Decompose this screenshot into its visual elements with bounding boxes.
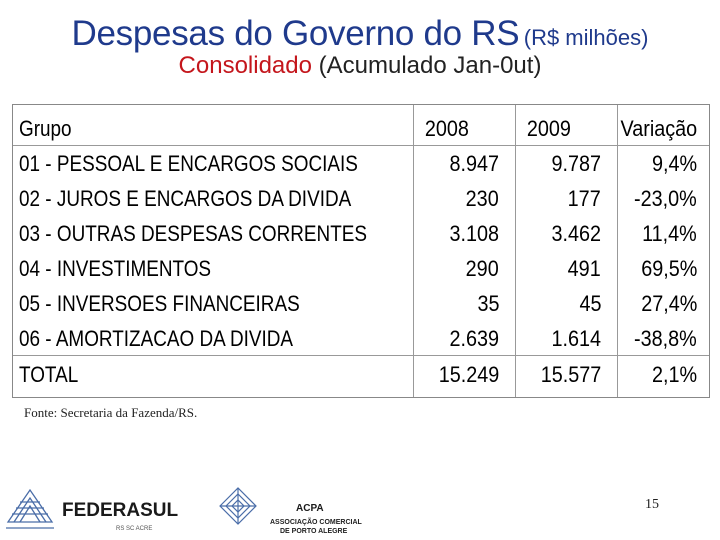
table-header-row: Grupo 2008 2009 Variação [13,111,709,146]
row-grupo: 04 - INVESTIMENTOS [19,256,212,281]
page-number: 15 [645,497,659,512]
row-variacao: 11,4% [642,221,697,246]
table-row: 04 - INVESTIMENTOS 290 491 69,5% [13,251,709,286]
acpa-line1: ASSOCIAÇÃO COMERCIAL [270,517,363,526]
title-unit: (R$ milhões) [523,25,649,50]
page-subtitle: Consolidado (Acumulado Jan-0ut) [0,52,720,80]
acpa-logo: ACPA ASSOCIAÇÃO COMERCIAL DE PORTO ALEGR… [219,487,363,535]
header-2008: 2008 [424,116,469,141]
table-row: 05 - INVERSOES FINANCEIRAS 35 45 27,4% [13,286,709,321]
total-divider [13,355,709,356]
row-variacao: 69,5% [640,256,697,281]
row-variacao: 9,4% [651,151,697,176]
table-row: 03 - OUTRAS DESPESAS CORRENTES 3.108 3.4… [13,216,709,251]
row-2009: 177 [567,186,601,211]
acpa-line2: DE PORTO ALEGRE [280,528,348,535]
federasul-logo: FEDERASUL RS SC ACRE [6,488,179,532]
column-divider [413,105,414,397]
row-grupo: 06 - AMORTIZACAO DA DIVIDA [19,326,294,351]
table-row: 01 - PESSOAL E ENCARGOS SOCIAIS 8.947 9.… [13,146,709,181]
subtitle-period: (Acumulado Jan-0ut) [318,52,542,79]
row-2009: 45 [578,291,601,316]
column-divider [515,105,516,397]
row-variacao: -23,0% [634,186,697,211]
total-2009: 15.577 [540,362,601,387]
row-2009: 9.787 [551,151,601,176]
header-variacao: Variação [620,116,697,141]
row-2008: 230 [465,186,499,211]
header-divider [13,145,709,146]
header-2009: 2009 [526,116,571,141]
subtitle-highlight: Consolidado [178,52,312,79]
federasul-emblem-icon [6,488,54,529]
table-row: 02 - JUROS E ENCARGOS DA DIVIDA 230 177 … [13,181,709,216]
expenses-table: Grupo 2008 2009 Variação 01 - PESSOAL E … [12,104,710,398]
total-label: TOTAL [19,362,79,387]
total-variacao: 2,1% [651,362,697,387]
row-grupo: 02 - JUROS E ENCARGOS DA DIVIDA [19,186,352,211]
row-2008: 8.947 [449,151,499,176]
source-note: Fonte: Secretaria da Fazenda/RS. [24,405,198,420]
federasul-tagline: RS SC ACRE [116,526,152,532]
row-2009: 1.614 [551,326,601,351]
total-2008: 15.249 [438,362,499,387]
row-2008: 290 [465,256,499,281]
acpa-emblem-icon [219,487,257,525]
row-2008: 2.639 [449,326,499,351]
title-main: Despesas do Governo do RS [71,14,520,53]
row-variacao: -38,8% [634,326,697,351]
header-grupo: Grupo [19,116,72,141]
table-row: 06 - AMORTIZACAO DA DIVIDA 2.639 1.614 -… [13,321,709,356]
acpa-name: ACPA [296,503,324,514]
row-2008: 3.108 [449,221,499,246]
row-grupo: 03 - OUTRAS DESPESAS CORRENTES [19,221,368,246]
table-total-row: TOTAL 15.249 15.577 2,1% [13,357,709,392]
column-divider [617,105,618,397]
row-2008: 35 [476,291,499,316]
row-2009: 491 [567,256,601,281]
row-grupo: 05 - INVERSOES FINANCEIRAS [19,291,300,316]
row-variacao: 27,4% [640,291,697,316]
page-title: Despesas do Governo do RS (R$ milhões) [0,14,720,54]
row-2009: 3.462 [551,221,601,246]
row-grupo: 01 - PESSOAL E ENCARGOS SOCIAIS [19,151,358,176]
federasul-name: FEDERASUL [62,500,179,521]
